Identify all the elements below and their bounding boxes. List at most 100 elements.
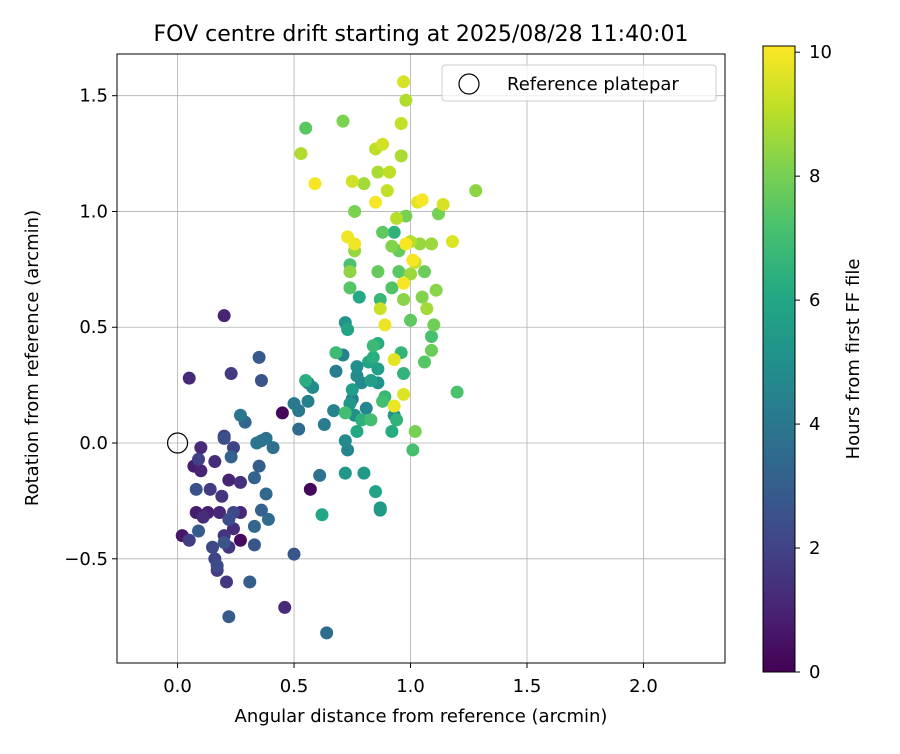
data-point-171: [397, 276, 411, 290]
data-point-74: [350, 369, 364, 383]
data-point-147: [399, 93, 413, 107]
data-point-164: [378, 318, 392, 332]
data-point-58: [313, 468, 327, 482]
data-point-93: [315, 508, 329, 522]
data-point-105: [373, 292, 387, 306]
colorbar-tick-label-1: 2: [809, 538, 820, 559]
data-point-126: [427, 318, 441, 332]
legend-marker-reference: [458, 73, 480, 95]
data-point-116: [343, 281, 357, 295]
data-point-38: [217, 536, 231, 550]
x-axis-ticks: 0.0 0.5 1.0 1.5 2.0: [163, 663, 658, 697]
x-tick-label-3: 1.5: [513, 676, 542, 697]
data-point-66: [329, 364, 343, 378]
data-point-127: [408, 424, 422, 438]
y-tick-4: −0.5: [64, 549, 117, 570]
data-point-77: [350, 360, 364, 374]
data-point-52: [261, 512, 275, 526]
x-tick-label-1: 0.5: [280, 676, 309, 697]
data-point-99: [355, 413, 369, 427]
data-point-67: [301, 394, 315, 408]
data-point-12: [278, 600, 292, 614]
data-point-101: [387, 225, 401, 239]
data-point-98: [299, 373, 313, 387]
data-points: [175, 75, 483, 640]
data-point-100: [390, 413, 404, 427]
colorbar-tick-2: 4: [795, 414, 820, 435]
data-point-61: [233, 408, 247, 422]
x-tick-label-2: 1.0: [396, 676, 425, 697]
data-point-33: [210, 559, 224, 573]
data-point-113: [450, 385, 464, 399]
data-point-133: [415, 290, 429, 304]
y-tick-2: 0.5: [79, 317, 117, 338]
data-point-160: [445, 235, 459, 249]
data-point-59: [250, 436, 264, 450]
data-point-158: [436, 198, 450, 212]
x-tick-0: 0.0: [163, 663, 192, 697]
data-point-156: [376, 137, 390, 151]
data-point-148: [390, 211, 404, 225]
colorbar-label: Hours from first FF file: [843, 259, 864, 460]
data-point-1: [303, 482, 317, 496]
data-point-110: [338, 406, 352, 420]
data-point-125: [424, 343, 438, 357]
data-point-107: [329, 346, 343, 360]
data-point-9: [217, 309, 231, 323]
data-point-146: [294, 147, 308, 161]
data-point-91: [341, 323, 355, 337]
x-tick-3: 1.5: [513, 663, 542, 697]
y-tick-label-0: 1.5: [79, 86, 108, 107]
data-point-51: [259, 487, 273, 501]
data-point-121: [376, 225, 390, 239]
x-tick-4: 2.0: [629, 663, 658, 697]
y-tick-label-2: 0.5: [79, 317, 108, 338]
data-point-64: [317, 417, 331, 431]
reference-platepar-marker: [166, 432, 189, 454]
legend-label-reference: Reference platepar: [507, 74, 679, 95]
data-point-152: [394, 116, 408, 130]
data-point-141: [404, 267, 418, 281]
data-point-120: [404, 313, 418, 327]
data-point-54: [320, 626, 334, 640]
data-point-111: [406, 443, 420, 457]
data-point-10: [212, 505, 226, 519]
data-point-137: [469, 184, 483, 198]
data-point-2: [233, 533, 247, 547]
colorbar-tick-5: 10: [795, 42, 832, 63]
data-point-70: [359, 401, 373, 415]
data-point-136: [343, 265, 357, 279]
data-point-87: [371, 362, 385, 376]
data-point-37: [254, 373, 268, 387]
data-point-135: [429, 283, 443, 297]
data-point-106: [366, 339, 380, 353]
data-point-50: [247, 519, 261, 533]
data-point-124: [417, 265, 431, 279]
data-point-140: [424, 237, 438, 251]
data-point-22: [219, 575, 233, 589]
x-tick-2: 1.0: [396, 663, 425, 697]
data-point-97: [366, 350, 380, 364]
data-point-142: [420, 302, 434, 316]
data-point-132: [385, 239, 399, 253]
data-point-134: [397, 292, 411, 306]
data-point-14: [194, 441, 208, 455]
y-tick-label-1: 1.0: [79, 201, 108, 222]
data-point-117: [417, 355, 431, 369]
colorbar-tick-label-2: 4: [809, 414, 820, 435]
data-point-31: [206, 540, 220, 554]
data-point-56: [266, 441, 280, 455]
data-point-13: [182, 371, 196, 385]
data-point-145: [371, 165, 385, 179]
data-point-53: [292, 422, 306, 436]
colorbar-tick-0: 0: [795, 662, 820, 683]
legend-box: [441, 64, 717, 102]
y-axis-ticks: 1.5 1.0 0.5 0.0 −0.5: [64, 86, 117, 570]
colorbar-tick-1: 2: [795, 538, 820, 559]
data-point-34: [217, 431, 231, 445]
data-point-16: [208, 455, 222, 469]
data-point-19: [215, 489, 229, 503]
data-point-169: [399, 237, 413, 251]
data-point-131: [336, 114, 350, 128]
legend: Reference platepar: [441, 64, 717, 102]
